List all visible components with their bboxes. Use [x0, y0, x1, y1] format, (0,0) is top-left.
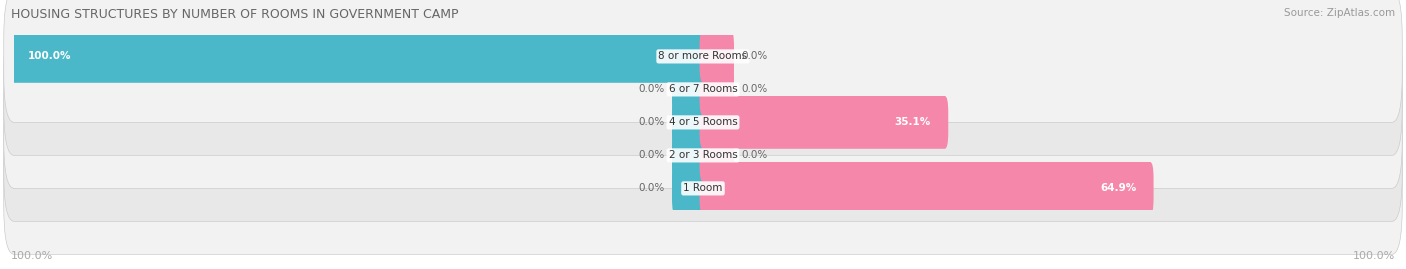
Text: 2 or 3 Rooms: 2 or 3 Rooms [669, 150, 737, 160]
FancyBboxPatch shape [700, 63, 734, 116]
FancyBboxPatch shape [672, 162, 706, 215]
Text: 8 or more Rooms: 8 or more Rooms [658, 51, 748, 61]
Text: 0.0%: 0.0% [638, 84, 665, 94]
Text: 100.0%: 100.0% [1353, 251, 1395, 261]
Text: 4 or 5 Rooms: 4 or 5 Rooms [669, 117, 737, 128]
FancyBboxPatch shape [4, 122, 1402, 254]
Text: 100.0%: 100.0% [11, 251, 53, 261]
FancyBboxPatch shape [672, 63, 706, 116]
Text: 0.0%: 0.0% [741, 51, 768, 61]
Text: 64.9%: 64.9% [1099, 183, 1136, 193]
FancyBboxPatch shape [4, 89, 1402, 221]
Text: 0.0%: 0.0% [741, 150, 768, 160]
Text: Source: ZipAtlas.com: Source: ZipAtlas.com [1284, 8, 1395, 18]
Text: 0.0%: 0.0% [638, 183, 665, 193]
FancyBboxPatch shape [11, 30, 706, 83]
FancyBboxPatch shape [4, 0, 1402, 122]
FancyBboxPatch shape [700, 30, 734, 83]
FancyBboxPatch shape [4, 56, 1402, 188]
Text: 0.0%: 0.0% [638, 150, 665, 160]
FancyBboxPatch shape [700, 162, 1153, 215]
Text: 0.0%: 0.0% [741, 84, 768, 94]
FancyBboxPatch shape [700, 129, 734, 182]
Text: 0.0%: 0.0% [638, 117, 665, 128]
FancyBboxPatch shape [672, 129, 706, 182]
Text: 35.1%: 35.1% [894, 117, 931, 128]
Text: HOUSING STRUCTURES BY NUMBER OF ROOMS IN GOVERNMENT CAMP: HOUSING STRUCTURES BY NUMBER OF ROOMS IN… [11, 8, 458, 21]
Text: 100.0%: 100.0% [28, 51, 72, 61]
FancyBboxPatch shape [4, 23, 1402, 155]
Text: 1 Room: 1 Room [683, 183, 723, 193]
FancyBboxPatch shape [672, 96, 706, 149]
FancyBboxPatch shape [700, 96, 948, 149]
Text: 6 or 7 Rooms: 6 or 7 Rooms [669, 84, 737, 94]
